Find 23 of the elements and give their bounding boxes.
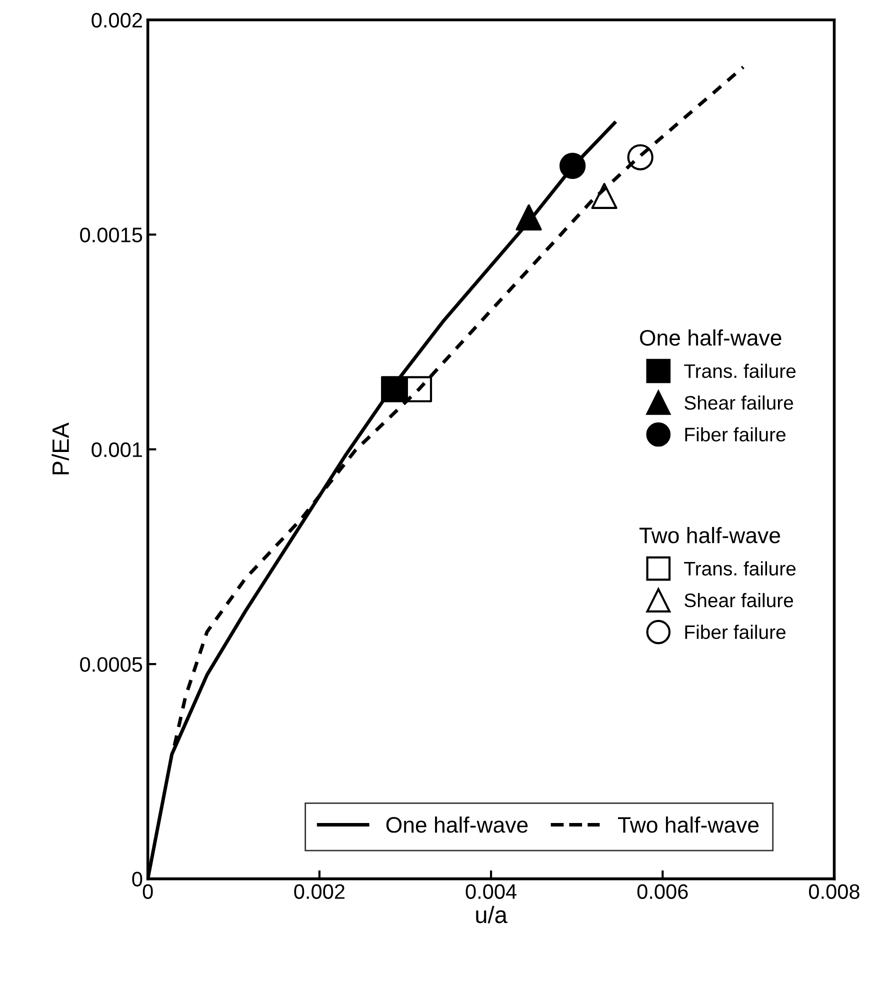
legend-label: Fiber failure <box>685 427 786 442</box>
legend-label: One half-wave <box>386 816 528 833</box>
x-tick-label: 0 <box>142 884 153 899</box>
point <box>406 376 432 402</box>
legend-label: Shear failure <box>684 593 794 608</box>
y-axis-title: P/EA <box>52 422 70 474</box>
x-tick-label: 0.008 <box>808 884 860 899</box>
legend-label: Two half-wave <box>618 816 759 833</box>
legend-label: Trans. failure <box>684 561 796 576</box>
y-tick-label: 0.0005 <box>80 657 142 672</box>
legend-label: Trans. failure <box>684 364 796 378</box>
y-tick-label: 0 <box>132 872 142 887</box>
x-tick-label: 0.006 <box>637 884 688 899</box>
legend-label: Shear failure <box>684 395 794 410</box>
annotation: One half-wave <box>640 329 782 346</box>
y-tick-label: 0.002 <box>92 12 142 28</box>
annotation: Two half-wave <box>639 526 780 544</box>
y-tick-label: 0.001 <box>92 442 142 458</box>
y-tick-label: 0.0015 <box>80 228 142 242</box>
x-axis-title: u/a <box>476 906 508 924</box>
x-tick-label: 0.002 <box>294 884 344 899</box>
x-tick-label: 0.004 <box>466 884 516 899</box>
legend-label: Fiber failure <box>685 624 786 640</box>
